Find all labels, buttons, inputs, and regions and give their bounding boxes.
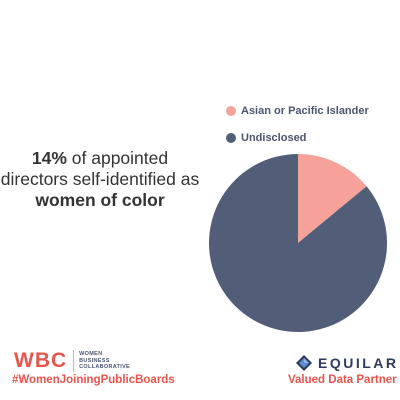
headline-emphasis: women of color (35, 190, 165, 210)
pie-slice-undisclosed (208, 154, 387, 332)
legend-label-undisclosed: Undisclosed (241, 132, 307, 144)
headline-line2: directors self-identified as (0, 169, 200, 189)
wbc-word-collaborative: COLLABORATIVE (79, 364, 131, 371)
equilar-diamond-icon (296, 355, 312, 371)
wbc-divider (73, 350, 75, 372)
wbc-wordmark: WOMEN BUSINESS COLLABORATIVE (79, 351, 130, 371)
legend-label-asian: Asian or Pacific Islander (241, 105, 369, 117)
hashtag: #WomenJoiningPublicBoards (12, 374, 175, 386)
pie-slice-asian-or-pacific-islander (298, 154, 367, 243)
wbc-word-women: WOMEN (79, 351, 103, 358)
headline-percent: 14% (31, 148, 67, 168)
legend-swatch-undisclosed (226, 133, 236, 143)
wbc-logo: WBC WOMEN BUSINESS COLLABORATIVE (14, 350, 130, 372)
equilar-logo: EQUILAR (296, 355, 399, 371)
headline: 14% of appointed directors self-identifi… (0, 148, 200, 211)
wbc-mark: WBC (14, 349, 68, 372)
legend-swatch-asian (226, 106, 236, 116)
legend-item-undisclosed: Undisclosed (226, 131, 369, 145)
headline-line1: of appointed (66, 148, 169, 168)
legend-item-asian: Asian or Pacific Islander (226, 104, 369, 118)
wbc-word-business: BUSINESS (79, 357, 110, 364)
equilar-wordmark: EQUILAR (318, 355, 399, 371)
partner-label: Valued Data Partner (288, 374, 397, 386)
chart-legend: Asian or Pacific Islander Undisclosed (226, 104, 369, 158)
